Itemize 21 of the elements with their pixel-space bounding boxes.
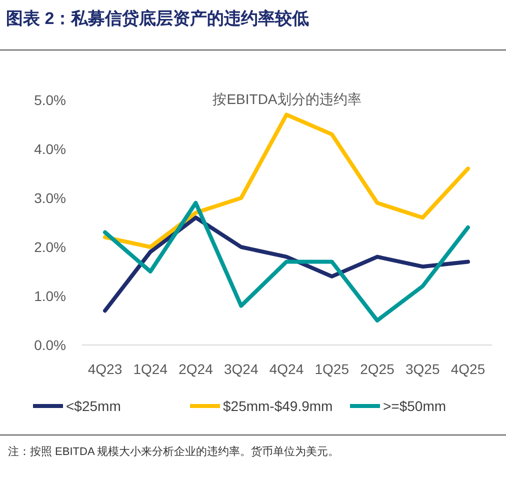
y-tick-label: 3.0% [34,190,66,206]
x-tick-label: 4Q24 [269,361,304,377]
x-tick-label: 4Q25 [450,361,486,377]
y-tick-label: 5.0% [34,92,66,108]
x-tick-label: 3Q24 [224,361,258,377]
legend-label: >=$50mm [383,398,446,414]
title: 图表 2：私募信贷底层资产的违约率较低 [6,9,310,28]
x-tick-label: 2Q24 [178,361,214,377]
y-tick-label: 2.0% [34,239,66,255]
x-tick-label: 4Q23 [88,361,122,377]
legend-label: <$25mm [66,398,121,414]
y-tick-label: 1.0% [34,288,66,304]
x-tick-label: 1Q25 [314,361,350,377]
x-tick-label: 3Q25 [406,361,440,377]
x-tick-label: 2Q25 [360,361,395,377]
x-tick-label: 1Q24 [133,361,168,377]
y-tick-label: 0.0% [34,337,66,353]
chart-subtitle: 按EBITDA划分的违约率 [212,91,362,107]
text: 注：按照 EBITDA 规模大小来分析企业的违约率。货币单位为美元。 [8,445,340,458]
legend-label: $25mm-$49.9mm [223,398,333,414]
y-tick-label: 4.0% [34,141,66,157]
